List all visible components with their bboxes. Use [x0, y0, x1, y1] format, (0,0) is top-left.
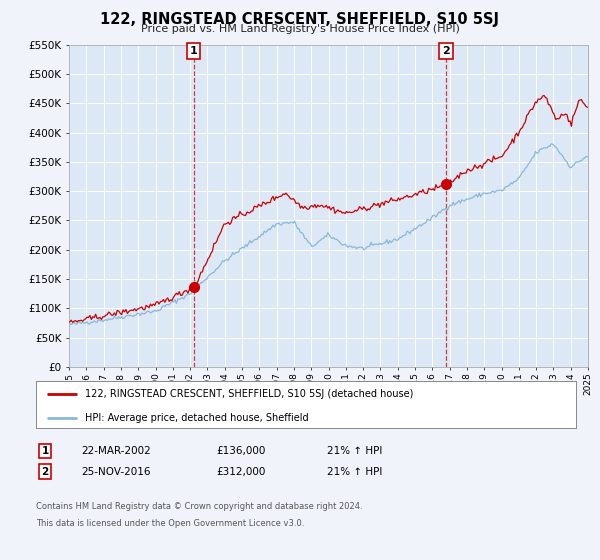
Text: £136,000: £136,000 [216, 446, 265, 456]
Text: Contains HM Land Registry data © Crown copyright and database right 2024.: Contains HM Land Registry data © Crown c… [36, 502, 362, 511]
Text: 21% ↑ HPI: 21% ↑ HPI [327, 466, 382, 477]
Text: 2: 2 [442, 46, 450, 56]
Text: £312,000: £312,000 [216, 466, 265, 477]
Text: 122, RINGSTEAD CRESCENT, SHEFFIELD, S10 5SJ (detached house): 122, RINGSTEAD CRESCENT, SHEFFIELD, S10 … [85, 389, 413, 399]
Text: 2: 2 [41, 466, 49, 477]
Text: HPI: Average price, detached house, Sheffield: HPI: Average price, detached house, Shef… [85, 413, 308, 423]
Text: 25-NOV-2016: 25-NOV-2016 [81, 466, 151, 477]
Text: 22-MAR-2002: 22-MAR-2002 [81, 446, 151, 456]
Text: 21% ↑ HPI: 21% ↑ HPI [327, 446, 382, 456]
Text: 1: 1 [41, 446, 49, 456]
Text: 122, RINGSTEAD CRESCENT, SHEFFIELD, S10 5SJ: 122, RINGSTEAD CRESCENT, SHEFFIELD, S10 … [101, 12, 499, 27]
Text: Price paid vs. HM Land Registry's House Price Index (HPI): Price paid vs. HM Land Registry's House … [140, 24, 460, 34]
Text: This data is licensed under the Open Government Licence v3.0.: This data is licensed under the Open Gov… [36, 519, 304, 528]
Text: 1: 1 [190, 46, 197, 56]
